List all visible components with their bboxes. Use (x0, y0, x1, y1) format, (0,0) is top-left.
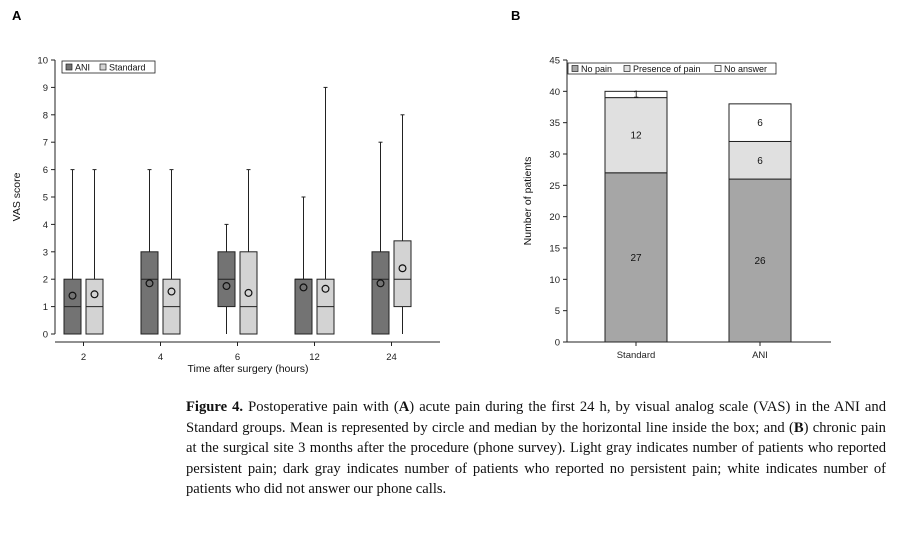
stacked-bar-y-tick-label: 35 (549, 118, 560, 129)
box-plot-y-tick-label: 7 (43, 138, 48, 149)
box-plot-y-tick-label: 5 (43, 193, 48, 204)
box-plot-y-tick-label: 6 (43, 165, 48, 176)
box-plot-y-tick-label: 9 (43, 83, 48, 94)
box-plot-y-tick-label: 3 (43, 247, 48, 258)
bar-value-label-no-pain: 26 (754, 256, 766, 267)
stacked-bar-x-tick-label: Standard (617, 350, 656, 361)
legend-swatch-ani (65, 63, 73, 71)
stacked-bar-y-tick-label: 45 (549, 56, 560, 67)
caption-ref-a: A (398, 399, 410, 415)
stacked-bar-y-axis-title: Number of patients (522, 157, 534, 246)
legend-label-no-pain: No pain (581, 64, 612, 74)
box-plot-legend-frame (61, 60, 156, 74)
box-plot-y-tick-label: 2 (43, 275, 48, 286)
ani-mean-marker (376, 279, 385, 288)
caption-ref-b: B (793, 419, 804, 436)
legend-label-no-answer: No answer (724, 64, 767, 74)
legend-swatch-standard (99, 63, 107, 71)
stacked-bar-x-tick-label: ANI (752, 350, 768, 361)
ani-box (371, 251, 390, 335)
figure-caption: Figure 4. Postoperative pain with (A) ac… (186, 397, 886, 500)
bar-value-label-no-pain: 27 (630, 253, 642, 264)
box-plot-legend: ANI Standard (61, 60, 156, 74)
bar-segment-no-pain (604, 172, 668, 343)
box-plot-y-tick-label: 10 (37, 56, 48, 67)
stacked-bar-y-tick-label: 25 (549, 181, 560, 192)
box-plot-y-tick-label: 8 (43, 110, 48, 121)
stacked-bar-y-tick-label: 15 (549, 244, 560, 255)
caption-text-3: ) chronic pain at the surgical site 3 mo… (186, 419, 886, 498)
legend-swatch-presence-of-pain (623, 65, 631, 72)
bar-value-label-presence-of-pain: 12 (630, 131, 642, 142)
caption-text-2: ) acute pain during the first 24 h, by v… (186, 399, 887, 436)
bar-segment-presence-of-pain (604, 97, 668, 174)
box-plot-x-tick-label: 6 (235, 352, 240, 363)
legend-swatch-no-pain (571, 65, 579, 72)
stacked-bar-y-tick-label: 30 (549, 150, 560, 161)
box-plot-y-tick-label: 4 (43, 220, 48, 231)
bar-segment-no-answer (604, 90, 668, 99)
ani-mean-marker (145, 279, 154, 288)
ani-mean-marker (299, 283, 308, 292)
box-plot-x-tick-label: 12 (309, 352, 320, 363)
caption-text-1: Postoperative pain with ( (243, 399, 399, 415)
standard-mean-marker (90, 290, 99, 299)
standard-mean-marker (398, 264, 407, 273)
panel-b-label: B (511, 8, 520, 23)
legend-label-standard: Standard (109, 63, 146, 73)
stacked-bar-y-tick-label: 40 (549, 87, 560, 98)
bar-value-label-no-answer: 6 (757, 118, 763, 129)
stacked-bar-y-tick-label: 10 (549, 275, 560, 286)
ani-mean-marker (68, 291, 77, 300)
standard-box (393, 240, 412, 308)
stacked-bar-y-tick-label: 0 (555, 338, 560, 349)
ani-box (294, 278, 313, 335)
box-plot-x-axis-title: Time after surgery (hours) (188, 363, 309, 375)
standard-mean-marker (321, 284, 330, 293)
standard-mean-marker (167, 287, 176, 296)
stacked-bar-legend: No pain Presence of pain No answer (567, 62, 777, 75)
box-plot-y-tick-label: 0 (43, 330, 48, 341)
ani-box (140, 251, 159, 335)
bar-segment-presence-of-pain (728, 140, 792, 180)
legend-label-ani: ANI (75, 63, 90, 73)
standard-box (239, 251, 258, 335)
caption-figure-label: Figure 4. (186, 399, 244, 415)
stacked-bar-legend-frame (567, 62, 777, 75)
stacked-bar-y-tick-label: 20 (549, 212, 560, 223)
box-plot-y-tick-label: 1 (43, 302, 48, 313)
box-plot-x-tick-label: 2 (81, 352, 86, 363)
box-plot-y-axis-title: VAS score (11, 172, 23, 221)
bar-value-label-no-answer: 1 (633, 89, 639, 100)
bar-segment-no-answer (728, 103, 792, 142)
bar-segment-no-pain (728, 178, 792, 343)
stacked-bar-y-tick-label: 5 (555, 306, 560, 317)
ani-mean-marker (222, 282, 231, 291)
panel-a-label: A (12, 8, 22, 23)
box-plot-x-tick-label: 24 (386, 352, 397, 363)
legend-label-presence-of-pain: Presence of pain (633, 64, 701, 74)
legend-swatch-no-answer (714, 65, 722, 72)
standard-mean-marker (244, 288, 253, 297)
bar-value-label-presence-of-pain: 6 (757, 156, 763, 167)
box-plot-x-tick-label: 4 (158, 352, 163, 363)
